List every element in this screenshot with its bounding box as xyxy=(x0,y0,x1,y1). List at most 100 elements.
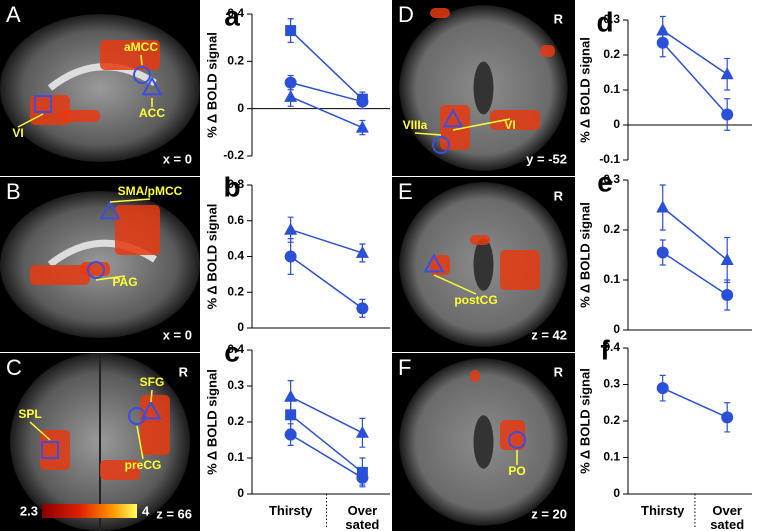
region-pointer xyxy=(95,275,126,281)
panel-letter: c xyxy=(224,336,240,367)
x-tick-label: Thirsty xyxy=(641,503,685,518)
series-line xyxy=(662,387,728,419)
activation-blob xyxy=(100,40,160,70)
region-label: VI xyxy=(504,118,515,132)
activation-blob xyxy=(440,105,470,150)
y-tick-label: 0.1 xyxy=(603,450,620,464)
activation-blob xyxy=(500,420,525,450)
y-tick-label: 0 xyxy=(237,486,244,500)
region-marker xyxy=(99,200,121,220)
region-label: SPL xyxy=(18,407,41,421)
data-point xyxy=(285,25,297,37)
x-tick-label: Over sated xyxy=(710,503,745,531)
region-pointer xyxy=(150,389,153,403)
activation-blob xyxy=(540,45,555,57)
y-tick-label: 0.2 xyxy=(603,47,620,61)
panel-letter: B xyxy=(6,179,21,204)
region-marker xyxy=(140,400,162,420)
region-label: VI xyxy=(12,126,23,140)
ventricle xyxy=(473,415,494,469)
y-axis-label: % Δ BOLD signal xyxy=(204,32,219,138)
series-line xyxy=(290,81,363,103)
data-point xyxy=(356,95,369,108)
data-point xyxy=(356,302,369,315)
region-pointer xyxy=(433,274,477,295)
y-axis-label: % Δ BOLD signal xyxy=(204,204,219,310)
activation-blob xyxy=(40,430,70,470)
region-label: SFG xyxy=(140,375,165,389)
colorbar-min: 2.3 xyxy=(20,503,38,518)
brain-slice xyxy=(0,14,200,162)
data-point xyxy=(285,409,297,421)
region-label: VIIIa xyxy=(403,118,428,132)
y-tick-label: 0.4 xyxy=(603,340,620,354)
region-marker xyxy=(508,431,526,449)
region-pointer xyxy=(29,421,51,441)
activation-blob xyxy=(430,8,450,18)
panel-letter: D xyxy=(398,2,414,27)
series-line xyxy=(290,433,363,479)
activation-blob xyxy=(470,235,490,245)
brain-panel: Bx = 0 SMA/pMCC PAG xyxy=(0,177,200,352)
panel-letter: f xyxy=(600,334,610,365)
region-marker xyxy=(34,95,52,113)
data-point xyxy=(656,200,670,213)
region-pointer xyxy=(136,425,144,460)
data-point xyxy=(720,67,734,80)
y-tick-label: 0.8 xyxy=(227,177,244,191)
x-tick-label: Over sated xyxy=(345,503,380,531)
series-line xyxy=(662,251,728,296)
colorbar xyxy=(42,504,137,518)
region-marker xyxy=(141,76,163,96)
y-tick-label: 0.6 xyxy=(227,213,244,227)
region-marker xyxy=(133,66,151,84)
panel-letter: d xyxy=(596,6,613,37)
brain-panel: Dy = -52 R VIIIa VI xyxy=(392,0,575,176)
series-line xyxy=(662,206,728,261)
data-point xyxy=(284,250,297,263)
y-tick-label: 0 xyxy=(613,117,620,131)
activation-blob xyxy=(30,265,90,285)
y-tick-label: 0.3 xyxy=(603,377,620,391)
region-pointer xyxy=(140,54,143,66)
region-label: PO xyxy=(508,464,525,478)
y-tick-label: 0 xyxy=(237,320,244,334)
region-pointer xyxy=(414,132,442,136)
orientation-label: R xyxy=(554,188,564,203)
data-point xyxy=(720,253,734,265)
data-point xyxy=(284,389,298,402)
y-tick-label: 0.3 xyxy=(603,12,620,26)
region-marker xyxy=(87,261,105,279)
panel-letter: e xyxy=(597,166,613,197)
y-axis-label: % Δ BOLD signal xyxy=(577,202,592,308)
region-pointer xyxy=(452,118,511,131)
activation-blob xyxy=(470,370,480,382)
slice-coordinate: z = 66 xyxy=(156,506,192,521)
data-point xyxy=(356,471,369,484)
brain-panel: Ax = 0 VI aMCC ACC xyxy=(0,0,200,176)
activation-blob xyxy=(115,205,160,255)
activation-blob xyxy=(140,395,170,455)
y-tick-label: -0.2 xyxy=(223,148,244,162)
data-point xyxy=(355,245,369,258)
y-tick-label: 0 xyxy=(613,322,620,336)
y-axis-label: % Δ BOLD signal xyxy=(577,368,592,474)
region-marker xyxy=(423,253,445,273)
region-label: PAG xyxy=(112,275,137,289)
region-label: postCG xyxy=(454,293,497,307)
region-marker xyxy=(128,407,146,425)
data-point xyxy=(284,76,297,89)
y-axis-label: % Δ BOLD signal xyxy=(577,37,592,143)
activation-blob xyxy=(60,110,100,122)
y-tick-label: 0.1 xyxy=(603,272,620,286)
region-label: preCG xyxy=(125,458,162,472)
series-line xyxy=(662,29,728,75)
data-point xyxy=(656,246,669,259)
y-tick-label: 0 xyxy=(613,486,620,500)
series-line xyxy=(662,42,728,116)
orientation-label: R xyxy=(179,364,189,379)
data-point xyxy=(355,425,369,438)
y-tick-label: 0.2 xyxy=(603,222,620,236)
activation-blob xyxy=(80,262,110,276)
data-point xyxy=(721,108,734,121)
